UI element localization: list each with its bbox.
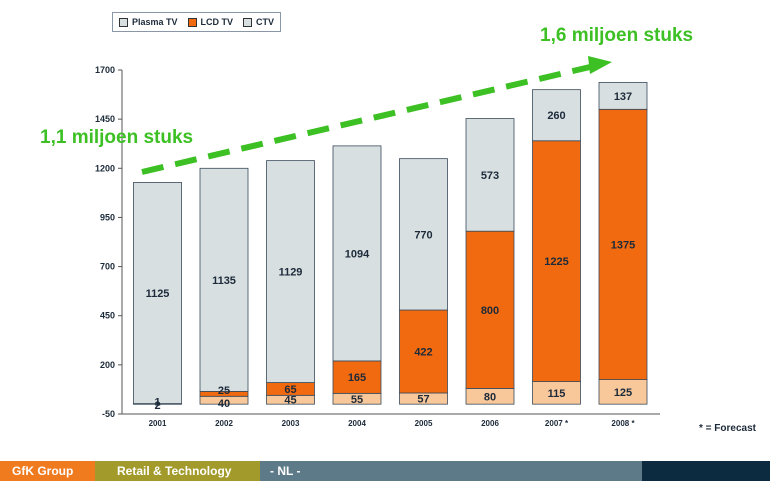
data-label-ctv: 573 <box>481 170 499 182</box>
data-label-ctv: 1135 <box>212 275 236 287</box>
data-label-ctv: 1129 <box>279 267 303 279</box>
y-tick-label: 700 <box>100 262 115 272</box>
x-tick-label: 2005 <box>415 419 433 428</box>
data-label-plasma: 40 <box>218 398 230 410</box>
bar-segment-lcd <box>399 309 448 394</box>
data-label-lcd: 25 <box>218 385 230 397</box>
legend-swatch-lcd <box>187 17 197 27</box>
data-label-plasma: 55 <box>351 394 363 406</box>
data-label-lcd: 1225 <box>544 256 568 268</box>
data-label-ctv: 260 <box>547 110 565 122</box>
data-label-ctv: 1125 <box>146 288 170 300</box>
data-label-plasma: 80 <box>484 391 496 403</box>
y-tick-label: 450 <box>100 311 115 321</box>
data-label-lcd: 1 <box>154 397 160 409</box>
x-tick-label: 2007 * <box>545 419 569 428</box>
data-label-plasma: 125 <box>614 387 632 399</box>
y-tick-label: 1700 <box>95 65 115 75</box>
data-label-plasma: 45 <box>284 395 296 407</box>
data-label-plasma: 57 <box>417 394 429 406</box>
data-label-ctv: 770 <box>414 229 432 241</box>
trend-arrow-head-icon <box>588 56 612 74</box>
bar-segment-lcd <box>532 140 581 382</box>
data-label-lcd: 1375 <box>611 239 635 251</box>
data-label-ctv: 137 <box>614 91 632 103</box>
legend-item-lcd: LCD TV <box>187 17 234 27</box>
data-label-lcd: 65 <box>284 384 296 396</box>
y-tick-label: 200 <box>100 360 115 370</box>
chart-legend: Plasma TV LCD TV CTV <box>112 12 282 32</box>
forecast-footnote: * = Forecast <box>699 423 756 434</box>
footer-end-block <box>642 461 770 481</box>
footer-bar: GfK Group Retail & Technology - NL - <box>0 461 770 481</box>
x-tick-label: 2003 <box>282 419 300 428</box>
legend-label-ctv: CTV <box>256 17 275 27</box>
bar-segment-ctv <box>598 81 648 110</box>
bar-segment-ctv <box>399 158 448 311</box>
x-tick-label: 2004 <box>348 419 366 428</box>
bar-segment-lcd <box>598 108 648 380</box>
y-tick-label: 1200 <box>95 163 115 173</box>
x-tick-label: 2006 <box>481 419 499 428</box>
data-label-ctv: 1094 <box>345 248 370 260</box>
data-label-lcd: 800 <box>481 305 499 317</box>
x-tick-label: 2008 * <box>611 419 635 428</box>
footer-country: - NL - <box>260 461 642 481</box>
bar-segment-ctv <box>332 145 382 362</box>
y-tick-label: 950 <box>100 212 115 222</box>
headline-left: 1,1 miljoen stuks <box>40 127 194 148</box>
trend-arrow-line <box>141 64 591 175</box>
stacked-bar-chart: -50 200 450 700 950 1200 1450 1700 21 1125 2001 40… <box>95 56 660 428</box>
bar-segment-lcd <box>332 360 382 394</box>
bar-segment-ctv <box>199 167 249 392</box>
bar-segment-ctv <box>266 160 315 383</box>
bar-segment-plasma <box>598 379 648 405</box>
legend-swatch-plasma <box>119 17 128 27</box>
data-label-plasma: 115 <box>548 388 566 400</box>
bar-segment-ctv <box>532 89 581 142</box>
y-tick-label: -50 <box>102 409 115 419</box>
data-label-plasma: 2 <box>154 400 160 412</box>
y-tick-label: 1450 <box>95 114 115 124</box>
legend-item-ctv: CTV <box>243 17 274 27</box>
legend-swatch-ctv <box>243 17 253 27</box>
data-label-lcd: 165 <box>348 372 366 384</box>
headline-right: 1,6 miljoen stuks <box>540 25 694 46</box>
footer-spacer <box>0 447 770 461</box>
bar-segment-lcd <box>465 230 515 389</box>
legend-label-plasma: Plasma TV <box>132 17 178 27</box>
legend-label-lcd: LCD TV <box>200 17 234 27</box>
data-label-lcd: 422 <box>414 346 432 358</box>
bar-segment-ctv <box>465 118 515 232</box>
x-tick-label: 2002 <box>215 419 233 428</box>
legend-item-plasma: Plasma TV <box>119 17 178 27</box>
footer-group: GfK Group <box>0 461 95 481</box>
x-tick-label: 2001 <box>149 419 167 428</box>
bar-segment-ctv <box>133 182 182 404</box>
footer-division: Retail & Technology <box>95 461 260 481</box>
